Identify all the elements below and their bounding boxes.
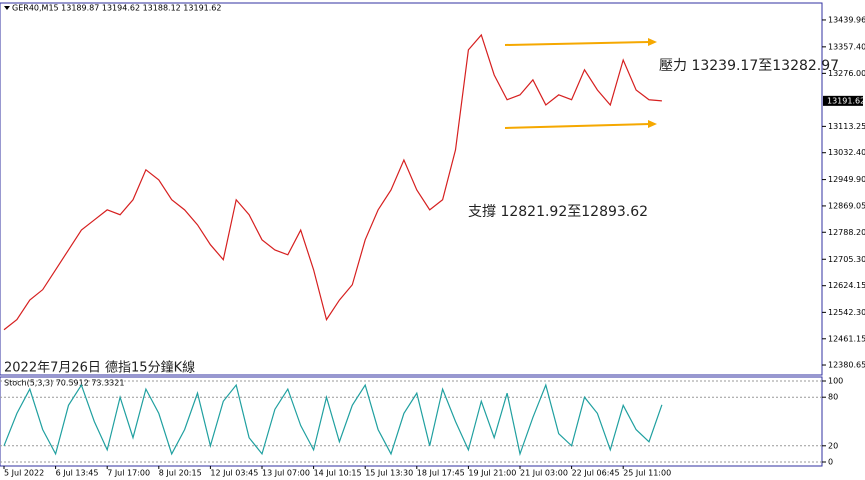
price-line: [3, 383, 663, 457]
x-tick-label: 8 Jul 20:15: [159, 469, 202, 478]
y-tick-label: 12788.20: [828, 228, 865, 237]
y-tick-label: 13357.40: [828, 42, 865, 51]
menu-icon[interactable]: [4, 6, 10, 10]
price-line: [3, 33, 662, 331]
x-tick-label: 12 Jul 03:45: [210, 469, 258, 478]
y-tick-label: 13032.40: [828, 148, 865, 157]
y-tick-label: 13113.25: [828, 122, 865, 131]
y-tick-label: 20: [828, 441, 838, 450]
y-tick-label: 12869.05: [828, 201, 865, 210]
y-tick-label: 13439.96: [828, 15, 865, 24]
annotation: 壓力 13239.17至13282.97: [659, 58, 839, 74]
x-tick-label: 25 Jul 11:00: [623, 469, 671, 478]
x-tick-label: 18 Jul 17:45: [417, 469, 465, 478]
y-tick-label: 100: [828, 377, 843, 386]
y-tick-label: 12949.90: [828, 175, 865, 184]
y-tick-label: 80: [828, 393, 838, 402]
x-tick-label: 22 Jul 06:45: [572, 469, 620, 478]
y-tick-label: 12461.15: [828, 334, 865, 343]
sub-panel: [0, 376, 823, 467]
y-tick-label: 12380.65: [828, 361, 865, 370]
x-tick-label: 15 Jul 13:30: [365, 469, 413, 478]
price-tag: [823, 95, 863, 106]
y-tick-label: 12624.15: [828, 281, 865, 290]
x-tick-label: 7 Jul 17:00: [107, 469, 150, 478]
caption: 2022年7月26日 德指15分鐘K線: [4, 360, 195, 376]
x-tick-label: 14 Jul 10:15: [314, 469, 362, 478]
resistance-line: [504, 41, 651, 46]
x-tick-label: 6 Jul 13:45: [56, 469, 99, 478]
arrow-head: [648, 120, 657, 128]
stoch-title: Stoch(5,3,3) 70.5912 73.3321: [4, 379, 124, 388]
x-tick-label: 13 Jul 07:00: [262, 469, 310, 478]
x-tick-label: 21 Jul 03:00: [520, 469, 568, 478]
y-tick-label: 0: [828, 458, 833, 467]
current-price: 13191.62: [827, 96, 865, 105]
x-tick-label: 19 Jul 21:00: [468, 469, 516, 478]
annotation: 支撐 12821.92至12893.62: [468, 204, 648, 220]
y-tick-label: 13276.00: [828, 69, 865, 78]
x-tick-label: 5 Jul 2022: [4, 469, 44, 478]
support-line: [504, 123, 651, 129]
chart-title: GER40,M15 13189.87 13194.62 13188.12 131…: [12, 4, 221, 13]
arrow-head: [648, 38, 657, 46]
y-tick-label: 12705.30: [828, 255, 865, 264]
main-panel: [0, 2, 823, 376]
y-tick-label: 12542.30: [828, 308, 865, 317]
